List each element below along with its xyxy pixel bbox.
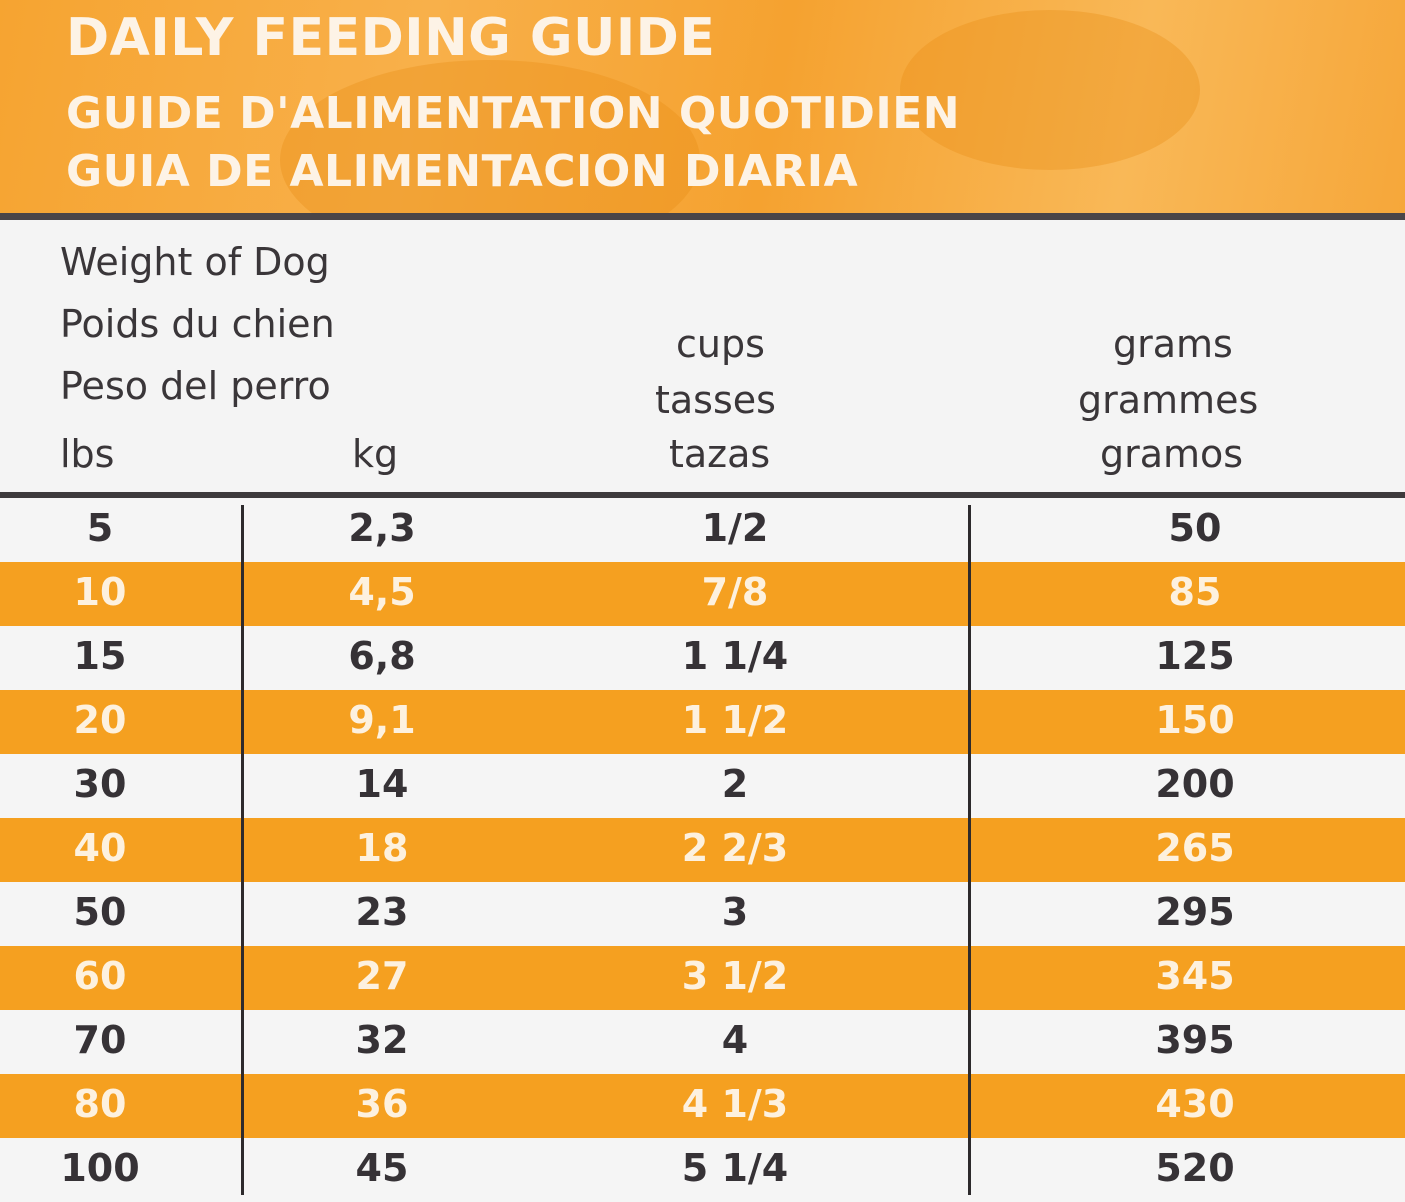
header-divider — [0, 213, 1405, 220]
title-english: DAILY FEEDING GUIDE — [66, 8, 716, 68]
table-row: 50 23 3 295 — [0, 882, 1405, 946]
cell-grams: 520 — [1155, 1146, 1235, 1190]
cell-lbs: 60 — [73, 954, 127, 998]
feeding-guide-header: DAILY FEEDING GUIDE GUIDE D'ALIMENTATION… — [0, 0, 1405, 213]
cell-grams: 150 — [1155, 698, 1235, 742]
table-row: 70 32 4 395 — [0, 1010, 1405, 1074]
cell-cups: 4 1/3 — [681, 1082, 789, 1126]
table-row: 100 45 5 1/4 520 — [0, 1138, 1405, 1202]
cups-header-en: cups — [676, 322, 765, 366]
background-shape — [280, 60, 700, 213]
weight-header-en: Weight of Dog — [60, 240, 330, 284]
cell-cups: 2 2/3 — [681, 826, 789, 870]
cell-lbs: 70 — [73, 1018, 127, 1062]
grams-header-fr: grammes — [1078, 378, 1259, 422]
cell-cups: 5 1/4 — [681, 1146, 789, 1190]
cell-grams: 395 — [1155, 1018, 1235, 1062]
cell-kg: 9,1 — [348, 698, 416, 742]
cell-cups: 1/2 — [701, 506, 769, 550]
cell-lbs: 100 — [60, 1146, 140, 1190]
cell-kg: 27 — [355, 954, 409, 998]
cell-cups: 3 1/2 — [681, 954, 789, 998]
cell-lbs: 80 — [73, 1082, 127, 1126]
grams-header-en: grams — [1113, 322, 1233, 366]
cell-kg: 2,3 — [348, 506, 416, 550]
cell-lbs: 50 — [73, 890, 127, 934]
table-row: 60 27 3 1/2 345 — [0, 946, 1405, 1010]
cell-kg: 14 — [355, 762, 409, 806]
table-row: 30 14 2 200 — [0, 754, 1405, 818]
cups-header-es: tazas — [669, 432, 771, 476]
cell-kg: 6,8 — [348, 634, 416, 678]
title-french: GUIDE D'ALIMENTATION QUOTIDIEN — [66, 88, 961, 139]
grams-header-es: gramos — [1100, 432, 1244, 476]
table-row: 15 6,8 1 1/4 125 — [0, 626, 1405, 690]
cell-lbs: 30 — [73, 762, 127, 806]
cell-kg: 23 — [355, 890, 409, 934]
table-row: 10 4,5 7/8 85 — [0, 562, 1405, 626]
cell-kg: 32 — [355, 1018, 409, 1062]
cell-kg: 18 — [355, 826, 409, 870]
cell-kg: 36 — [355, 1082, 409, 1126]
cell-kg: 4,5 — [348, 570, 416, 614]
table-row: 5 2,3 1/2 50 — [0, 498, 1405, 562]
cell-lbs: 15 — [73, 634, 127, 678]
cell-grams: 345 — [1155, 954, 1235, 998]
table-row: 40 18 2 2/3 265 — [0, 818, 1405, 882]
cups-header-fr: tasses — [655, 378, 776, 422]
cell-kg: 45 — [355, 1146, 409, 1190]
column-divider-lbs-kg — [241, 505, 244, 1195]
cell-lbs: 20 — [73, 698, 127, 742]
background-shape — [900, 10, 1200, 170]
cell-lbs: 5 — [86, 506, 114, 550]
cell-grams: 85 — [1168, 570, 1222, 614]
cell-grams: 50 — [1168, 506, 1222, 550]
cell-cups: 7/8 — [701, 570, 769, 614]
cell-cups: 2 — [721, 762, 749, 806]
cell-cups: 3 — [721, 890, 749, 934]
kg-header: kg — [352, 432, 399, 476]
column-header-divider — [0, 492, 1405, 498]
weight-header-es: Peso del perro — [60, 364, 331, 408]
cell-cups: 4 — [721, 1018, 749, 1062]
cell-lbs: 10 — [73, 570, 127, 614]
cell-grams: 200 — [1155, 762, 1235, 806]
table-row: 80 36 4 1/3 430 — [0, 1074, 1405, 1138]
column-divider-cups-grams — [968, 505, 971, 1195]
table-row: 20 9,1 1 1/2 150 — [0, 690, 1405, 754]
cell-grams: 430 — [1155, 1082, 1235, 1126]
cell-cups: 1 1/2 — [681, 698, 789, 742]
cell-grams: 295 — [1155, 890, 1235, 934]
lbs-header: lbs — [60, 432, 115, 476]
cell-grams: 125 — [1155, 634, 1235, 678]
cell-cups: 1 1/4 — [681, 634, 789, 678]
title-spanish: GUIA DE ALIMENTACION DIARIA — [66, 146, 859, 197]
cell-lbs: 40 — [73, 826, 127, 870]
cell-grams: 265 — [1155, 826, 1235, 870]
weight-header-fr: Poids du chien — [60, 302, 335, 346]
